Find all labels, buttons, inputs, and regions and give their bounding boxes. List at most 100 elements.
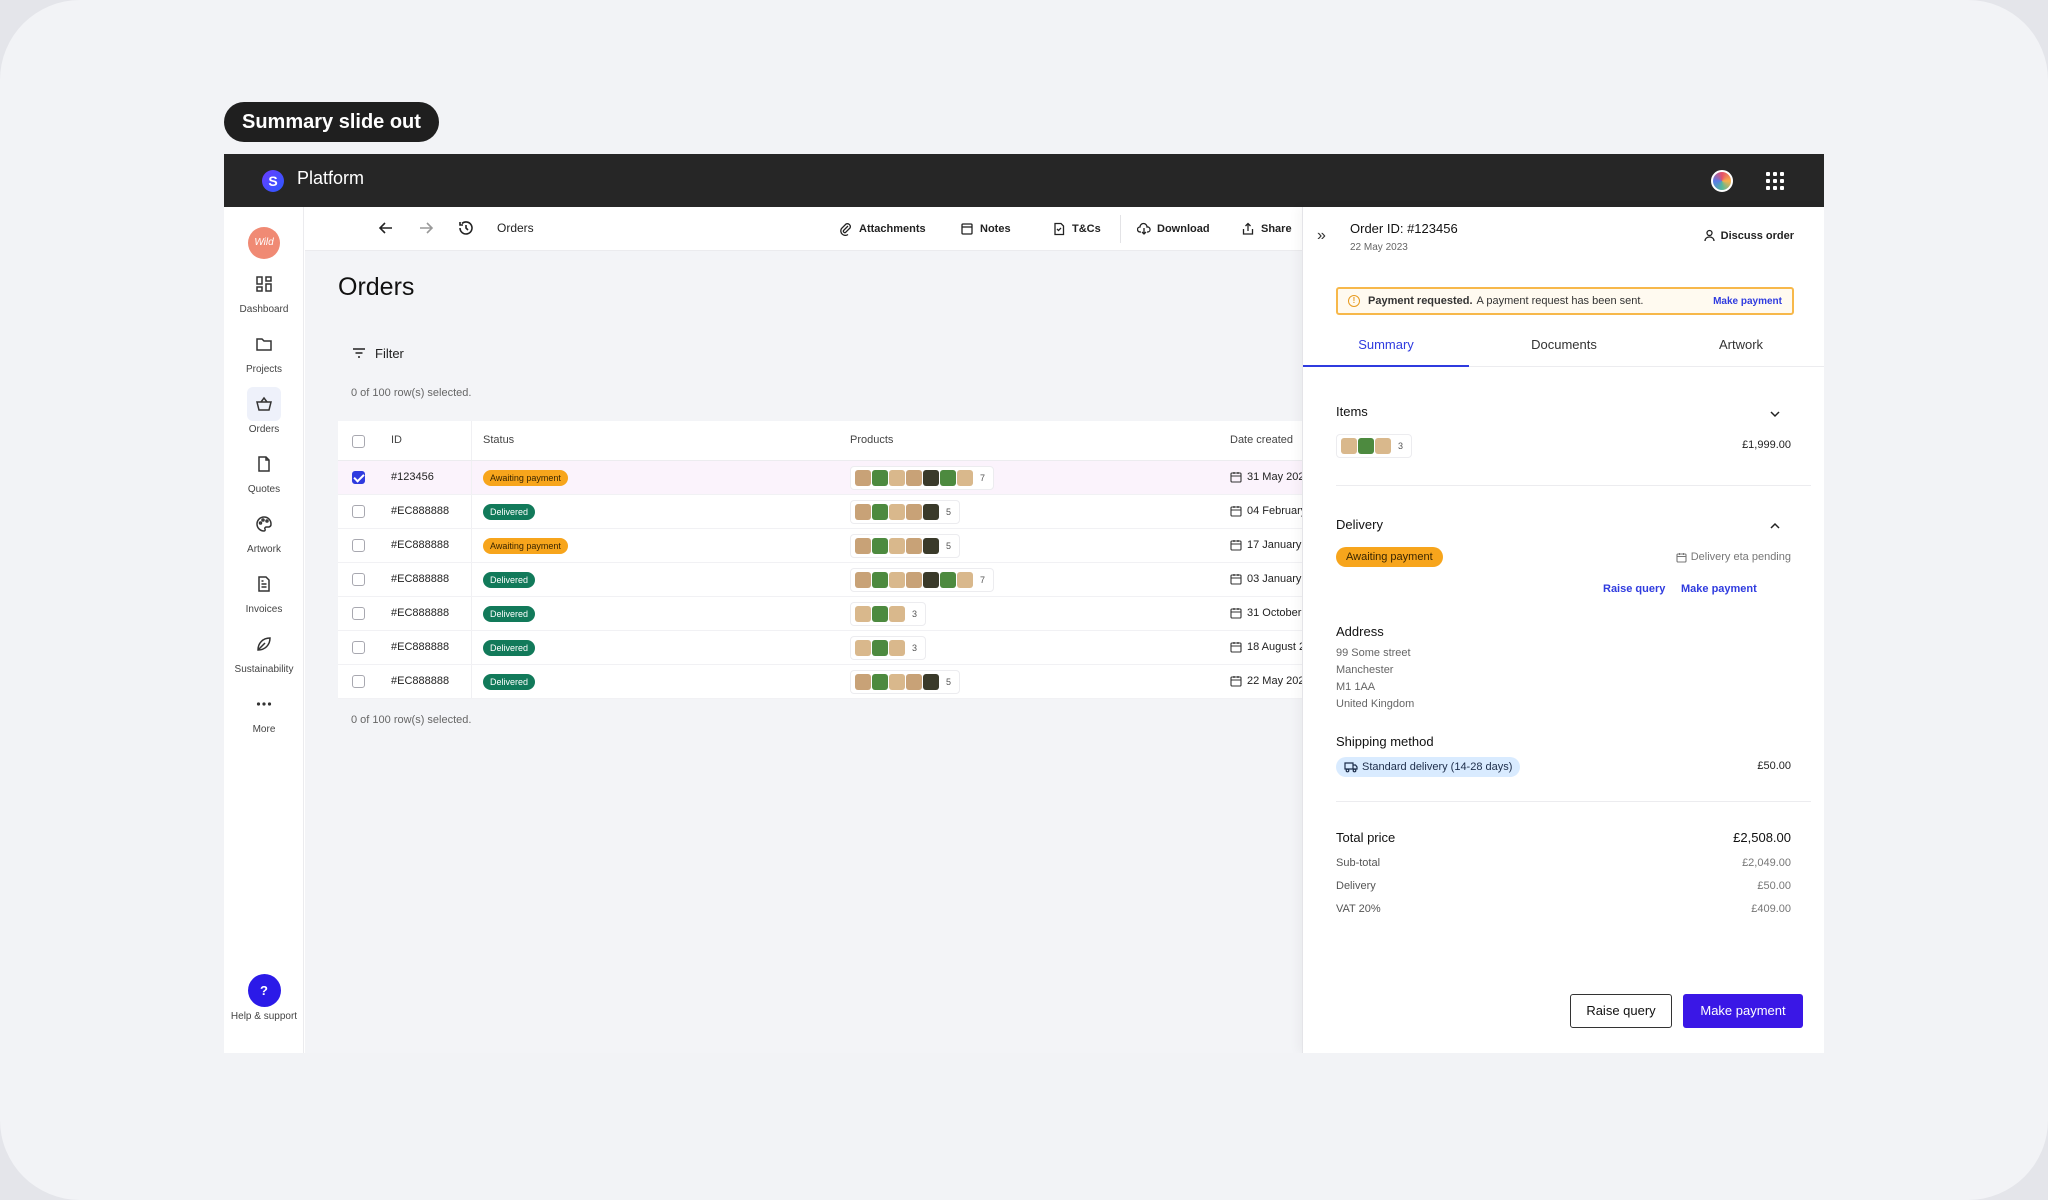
- apps-grid-icon[interactable]: [1766, 172, 1784, 190]
- product-thumbnails[interactable]: 5: [850, 534, 961, 558]
- person-icon: [1703, 229, 1715, 242]
- brand-name: Platform: [297, 168, 365, 188]
- user-avatar[interactable]: [1711, 170, 1733, 192]
- sidebar-item-label: Projects: [245, 364, 283, 375]
- product-thumbnails[interactable]: 7: [850, 466, 995, 490]
- history-icon[interactable]: [457, 219, 477, 239]
- column-header-date[interactable]: Date created: [1230, 434, 1293, 446]
- attachments-button[interactable]: Attachments: [839, 219, 926, 239]
- breadcrumb[interactable]: Orders: [497, 221, 534, 235]
- sidebar-item-label: Sustainability: [234, 664, 294, 675]
- product-thumbnail: [906, 674, 922, 690]
- date-created-cell: 31 May 2024: [1230, 471, 1311, 483]
- basket-icon: [247, 387, 281, 421]
- calendar-icon: [1230, 540, 1242, 551]
- collapse-panel-icon[interactable]: »: [1317, 227, 1326, 244]
- product-thumbnails[interactable]: 3: [850, 602, 927, 626]
- sidebar-item-dashboard[interactable]: Dashboard: [224, 267, 304, 323]
- order-date: 22 May 2023: [1350, 242, 1408, 253]
- row-checkbox[interactable]: [352, 675, 365, 688]
- order-id: Order ID: #123456: [1350, 221, 1458, 236]
- column-header-status[interactable]: Status: [483, 434, 515, 446]
- row-checkbox[interactable]: [352, 607, 365, 620]
- tab-summary[interactable]: Summary: [1303, 337, 1469, 367]
- row-checkbox[interactable]: [352, 505, 365, 518]
- sidebar-item-artwork[interactable]: Artwork: [224, 507, 304, 563]
- date-created-cell: 18 August 20: [1230, 641, 1311, 653]
- product-thumbnail: [855, 572, 871, 588]
- workspace-avatar[interactable]: Wild: [248, 227, 280, 259]
- top-bar: S Platform: [224, 154, 1824, 207]
- sidebar-item-more[interactable]: More: [224, 687, 304, 743]
- product-thumbnail: [855, 470, 871, 486]
- row-checkbox[interactable]: [352, 539, 365, 552]
- tcs-button[interactable]: T&Cs: [1052, 219, 1101, 239]
- order-id-cell[interactable]: #EC888888: [391, 607, 450, 619]
- total-price-value: £2,508.00: [1733, 830, 1791, 845]
- sidebar-item-invoices[interactable]: Invoices: [224, 567, 304, 623]
- product-thumbnail: [872, 640, 888, 656]
- product-thumbnails[interactable]: 5: [850, 670, 961, 694]
- make-payment-button[interactable]: Make payment: [1683, 994, 1803, 1028]
- sidebar-item-orders[interactable]: Orders: [224, 387, 304, 443]
- delivery-title: Delivery: [1336, 517, 1383, 532]
- page-title: Orders: [338, 273, 415, 301]
- brand-logo-icon[interactable]: S: [262, 170, 284, 192]
- vat-label: VAT 20%: [1336, 903, 1381, 915]
- vat-value: £409.00: [1751, 903, 1791, 915]
- chevron-up-icon[interactable]: [1768, 519, 1782, 533]
- row-checkbox[interactable]: [352, 641, 365, 654]
- product-count: 7: [980, 473, 986, 483]
- order-id-cell[interactable]: #123456: [391, 471, 434, 483]
- product-count: 3: [1398, 441, 1404, 451]
- order-id-cell[interactable]: #EC888888: [391, 539, 450, 551]
- raise-query-link[interactable]: Raise query: [1603, 583, 1666, 595]
- table-row[interactable]: #EC888888 Delivered 3 31 October 2: [338, 597, 1311, 631]
- order-id-cell[interactable]: #EC888888: [391, 505, 450, 517]
- table-row[interactable]: #EC888888 Delivered 5 22 May 2023: [338, 665, 1311, 699]
- column-divider: [471, 563, 472, 596]
- toolbar-divider: [1120, 215, 1121, 243]
- palette-icon: [247, 507, 281, 541]
- notes-button[interactable]: Notes: [960, 219, 1011, 239]
- table-row[interactable]: #EC888888 Delivered 7 03 January 2: [338, 563, 1311, 597]
- select-all-checkbox[interactable]: [352, 435, 365, 448]
- tab-artwork[interactable]: Artwork: [1718, 337, 1764, 352]
- make-payment-link[interactable]: Make payment: [1681, 583, 1757, 595]
- items-product-thumbnails[interactable]: 3: [1336, 434, 1413, 458]
- raise-query-button[interactable]: Raise query: [1570, 994, 1672, 1028]
- product-thumbnails[interactable]: 3: [850, 636, 927, 660]
- product-thumbnails[interactable]: 5: [850, 500, 961, 524]
- column-header-products[interactable]: Products: [850, 434, 894, 446]
- discuss-order-button[interactable]: Discuss order: [1703, 229, 1794, 242]
- calendar-icon: [1676, 552, 1687, 563]
- filter-button[interactable]: Filter: [351, 345, 404, 361]
- banner-make-payment-link[interactable]: Make payment: [1713, 295, 1782, 307]
- row-checkbox[interactable]: [352, 471, 365, 484]
- date-created-cell: 22 May 2023: [1230, 675, 1311, 687]
- chevron-down-icon[interactable]: [1768, 407, 1782, 421]
- product-thumbnail: [855, 640, 871, 656]
- back-arrow-icon[interactable]: [377, 219, 397, 239]
- product-thumbnails[interactable]: 7: [850, 568, 995, 592]
- column-header-id[interactable]: ID: [391, 434, 402, 446]
- order-id-cell[interactable]: #EC888888: [391, 675, 450, 687]
- row-checkbox[interactable]: [352, 573, 365, 586]
- product-count: 3: [912, 609, 918, 619]
- sidebar-item-sustainability[interactable]: Sustainability: [224, 627, 304, 683]
- tab-documents[interactable]: Documents: [1531, 337, 1597, 352]
- order-id-cell[interactable]: #EC888888: [391, 573, 450, 585]
- sidebar-item-quotes[interactable]: Quotes: [224, 447, 304, 503]
- banner-title: Payment requested.: [1368, 295, 1473, 307]
- download-button[interactable]: Download: [1137, 219, 1210, 239]
- table-row[interactable]: #123456 Awaiting payment 7 31 May 2024: [338, 461, 1311, 495]
- table-row[interactable]: #EC888888 Delivered 5 04 February: [338, 495, 1306, 529]
- table-row[interactable]: #EC888888 Delivered 3 18 August 20: [338, 631, 1311, 665]
- sidebar-item-projects[interactable]: Projects: [224, 327, 304, 383]
- help-support[interactable]: ? Help & support: [224, 974, 304, 1022]
- forward-arrow-icon[interactable]: [417, 219, 437, 239]
- order-id-cell[interactable]: #EC888888: [391, 641, 450, 653]
- table-row[interactable]: #EC888888 Awaiting payment 5 17 January …: [338, 529, 1311, 563]
- share-button[interactable]: Share: [1241, 219, 1292, 239]
- product-thumbnail: [855, 504, 871, 520]
